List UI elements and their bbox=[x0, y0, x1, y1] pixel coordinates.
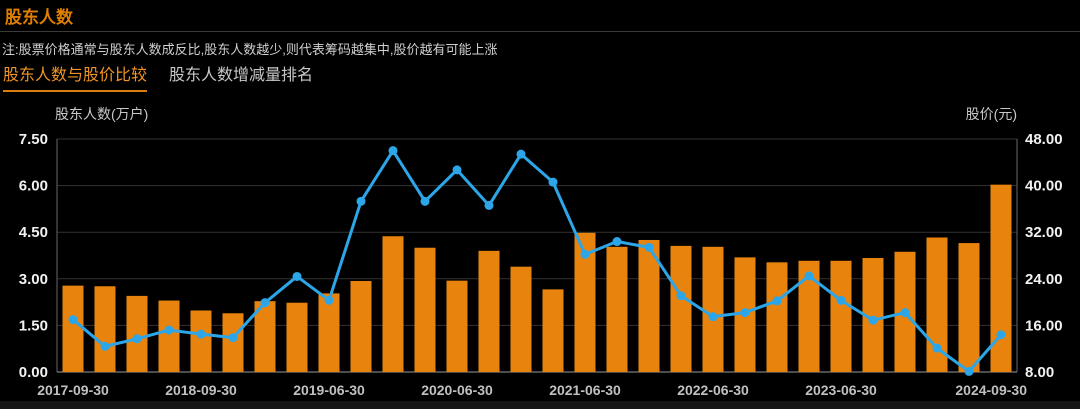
bar bbox=[478, 250, 500, 372]
bar bbox=[926, 237, 948, 372]
right-axis-title: 股价(元) bbox=[965, 106, 1017, 122]
right-axis-tick-label: 40.00 bbox=[1025, 178, 1063, 195]
bar bbox=[190, 310, 212, 372]
header-divider bbox=[0, 31, 1080, 32]
line-point bbox=[420, 196, 430, 206]
bar bbox=[542, 289, 564, 372]
left-axis-tick-label: 3.00 bbox=[19, 271, 48, 288]
bar bbox=[158, 300, 180, 372]
left-axis-title: 股东人数(万户) bbox=[55, 106, 149, 122]
x-axis-date-label: 2023-06-30 bbox=[805, 382, 877, 398]
line-point bbox=[676, 291, 686, 301]
tab-shareholders-vs-price[interactable]: 股东人数与股价比较 bbox=[3, 61, 148, 92]
bar bbox=[382, 236, 404, 372]
line-point bbox=[708, 312, 718, 322]
bar bbox=[830, 260, 852, 372]
right-axis-tick-label: 8.00 bbox=[1025, 364, 1054, 381]
price-line bbox=[68, 146, 1006, 376]
bar bbox=[990, 184, 1012, 372]
bar bbox=[126, 295, 148, 372]
bar bbox=[510, 266, 532, 372]
x-axis-date-label: 2020-06-30 bbox=[421, 382, 493, 398]
bar bbox=[94, 286, 116, 372]
bar bbox=[574, 232, 596, 372]
line-point bbox=[836, 295, 846, 305]
bar bbox=[222, 313, 244, 372]
line-point bbox=[484, 200, 494, 210]
line-point bbox=[964, 366, 974, 376]
bar bbox=[318, 293, 340, 372]
bar bbox=[798, 260, 820, 372]
line-point bbox=[804, 271, 814, 281]
note-text: 注:股票价格通常与股东人数成反比,股东人数越少,则代表筹码越集中,股价越有可能上… bbox=[2, 42, 498, 57]
line-point bbox=[68, 315, 78, 325]
x-axis-date-label: 2019-06-30 bbox=[293, 382, 365, 398]
left-axis-tick-label: 6.00 bbox=[19, 178, 48, 195]
x-axis-date-label: 2024-09-30 bbox=[955, 382, 1027, 398]
line-point bbox=[356, 196, 366, 206]
left-axis-tick-label: 7.50 bbox=[19, 131, 48, 148]
line-point bbox=[868, 315, 878, 325]
x-axis-date-label: 2021-06-30 bbox=[549, 382, 621, 398]
x-axis-date-label: 2022-06-30 bbox=[677, 382, 749, 398]
page-title: 股东人数 bbox=[5, 8, 73, 27]
line-point bbox=[228, 333, 238, 343]
line-point bbox=[644, 242, 654, 252]
left-axis-tick-label: 4.50 bbox=[19, 224, 48, 241]
line-point bbox=[324, 295, 334, 305]
tab-shareholder-change-ranking[interactable]: 股东人数增减量排名 bbox=[169, 67, 314, 84]
bar bbox=[62, 285, 84, 372]
right-axis-tick-label: 48.00 bbox=[1025, 131, 1063, 148]
right-axis-tick-label: 16.00 bbox=[1025, 317, 1063, 334]
line-point bbox=[260, 298, 270, 308]
bar bbox=[350, 280, 372, 372]
line-point bbox=[996, 330, 1006, 340]
line-point bbox=[292, 271, 302, 281]
line-point bbox=[388, 146, 398, 156]
line-point bbox=[740, 308, 750, 318]
bar bbox=[414, 247, 436, 372]
bar bbox=[958, 243, 980, 372]
left-axis-tick-label: 0.00 bbox=[19, 364, 48, 381]
bar bbox=[286, 302, 308, 372]
right-axis-tick-label: 24.00 bbox=[1025, 271, 1063, 288]
x-axis-date-label: 2017-09-30 bbox=[37, 382, 109, 398]
line-point bbox=[548, 177, 558, 187]
line-point bbox=[516, 149, 526, 159]
left-axis-tick-label: 1.50 bbox=[19, 317, 48, 334]
bar bbox=[446, 280, 468, 372]
line-point bbox=[132, 334, 142, 344]
line-point bbox=[100, 341, 110, 351]
bottom-strip bbox=[0, 401, 1080, 409]
x-axis-date-label: 2018-09-30 bbox=[165, 382, 237, 398]
line-point bbox=[164, 325, 174, 335]
tab-bar: 股东人数与股价比较 股东人数增减量排名 bbox=[3, 61, 313, 92]
line-point bbox=[612, 237, 622, 247]
line-point bbox=[452, 165, 462, 175]
shareholder-bars bbox=[62, 184, 1012, 372]
bar bbox=[670, 245, 692, 372]
bar bbox=[638, 239, 660, 372]
line-point bbox=[932, 343, 942, 353]
line-point bbox=[772, 296, 782, 306]
bar bbox=[606, 246, 628, 372]
gridlines bbox=[56, 138, 1018, 373]
bar bbox=[766, 262, 788, 372]
bar bbox=[702, 246, 724, 372]
bar bbox=[254, 301, 276, 372]
line-point bbox=[196, 329, 206, 339]
bar bbox=[862, 257, 884, 372]
line-point bbox=[900, 308, 910, 318]
line-point bbox=[580, 249, 590, 259]
right-axis-tick-label: 32.00 bbox=[1025, 224, 1063, 241]
